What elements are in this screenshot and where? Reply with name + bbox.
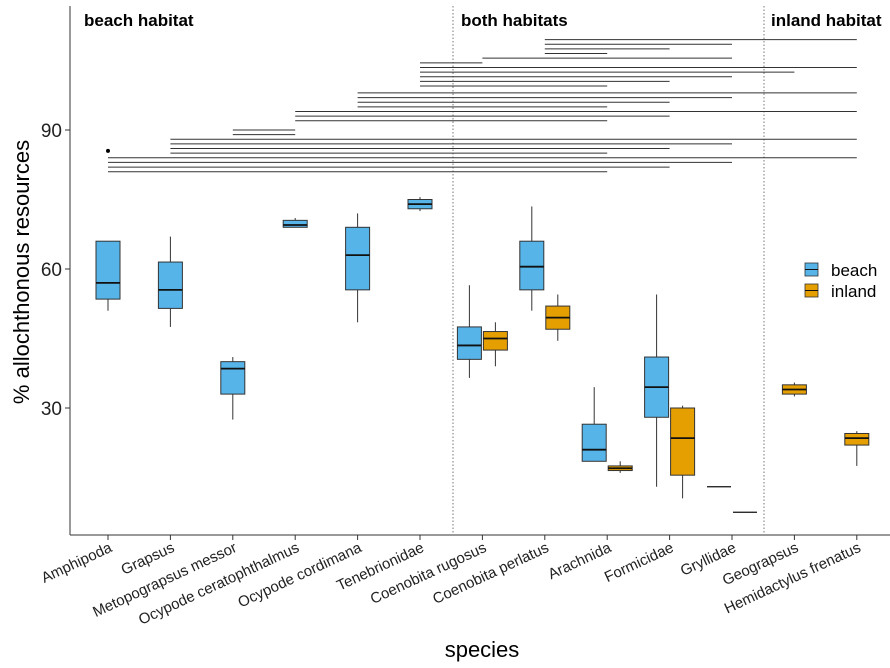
y-axis-title: % allochthonous resources [9,140,34,404]
box-iqr [220,361,246,395]
box-inland [670,405,696,499]
y-axis-ticks: 30 60 90 [41,121,70,420]
box-iqr [670,407,696,476]
box-iqr [581,423,607,462]
box-inland [844,431,870,466]
box-inland [545,294,571,341]
box-beach [519,206,545,311]
legend: beach inland [804,261,877,301]
panel-labels: beach habitat both habitats inland habitat [84,11,882,30]
panel-label: inland habitat [771,11,882,30]
box-inland [781,382,807,397]
box-beach [456,285,482,378]
box-iqr [482,331,508,351]
box-beach [157,236,183,327]
box-inland [607,461,633,473]
box-beach [345,213,371,323]
box-beach [95,240,121,311]
outlier-point [106,148,110,153]
box-inland [482,322,508,367]
x-tick-label: Formicidae [602,539,676,586]
box-beach [644,294,670,487]
box-iqr [456,326,482,360]
comparison-lines [108,39,857,173]
legend-label-beach: beach [831,261,877,280]
box-beach [407,197,433,212]
legend-label-inland: inland [831,282,876,301]
box-iqr [282,219,308,228]
box-beach [581,387,607,462]
x-axis-title: species [445,637,520,662]
y-tick-label: 30 [41,399,62,420]
box-beach [282,218,308,228]
axes [69,6,890,536]
panel-dividers [452,6,765,535]
y-tick-label: 90 [41,121,62,142]
box-iqr [95,240,121,300]
panel-label: beach habitat [84,11,194,30]
box-iqr [844,432,870,446]
x-tick-label: Amphipoda [39,539,116,587]
box-iqr [157,261,183,309]
box-iqr [519,240,545,291]
box-series [95,148,870,513]
box-beach [220,357,246,420]
y-tick-label: 60 [41,260,62,281]
box-iqr [345,226,371,291]
panel-label: both habitats [461,11,568,30]
